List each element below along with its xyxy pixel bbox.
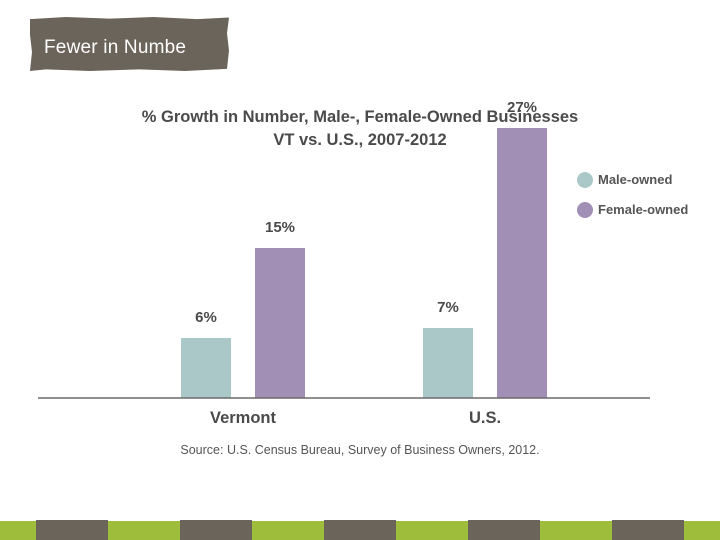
strip-block [684,521,720,540]
chart-title-line1: % Growth in Number, Male-, Female-Owned … [142,108,578,126]
decorative-bottom-strip [0,520,720,540]
legend-label-female-owned: Female-owned [598,202,688,217]
strip-block [36,520,108,540]
data-label-vermont-female-owned: 15% [265,219,295,236]
data-label-vermont-male-owned: 6% [195,309,217,326]
bars-group [181,128,547,398]
bar-u-s-female-owned [497,128,547,398]
strip-block [108,521,180,540]
legend: Male-owned Female-owned [577,172,688,218]
strip-block [468,520,540,540]
strip-block [540,521,612,540]
bar-u-s-male-owned [423,328,473,398]
bar-vermont-male-owned [181,338,231,398]
slide-title: Fewer in Numbe [44,37,187,58]
strip-block [324,520,396,540]
bar-vermont-female-owned [255,248,305,398]
legend-swatch-male-owned [577,172,593,188]
category-label-us: U.S. [469,409,501,427]
data-label-u-s-female-owned: 27% [507,99,537,116]
source-note: Source: U.S. Census Bureau, Survey of Bu… [180,443,539,457]
data-label-u-s-male-owned: 7% [437,299,459,316]
strip-block [396,521,468,540]
strip-block [252,521,324,540]
chart-title-line2: VT vs. U.S., 2007-2012 [273,131,446,149]
category-label-vermont: Vermont [210,409,277,427]
strip-block [612,520,684,540]
strip-block [180,520,252,540]
bar-labels-group: 6% 7% 15% 27% [195,99,537,326]
strip-block [0,521,36,540]
legend-swatch-female-owned [577,202,593,218]
legend-label-male-owned: Male-owned [598,172,672,187]
slide-title-block: Fewer in Numbe [30,17,229,71]
